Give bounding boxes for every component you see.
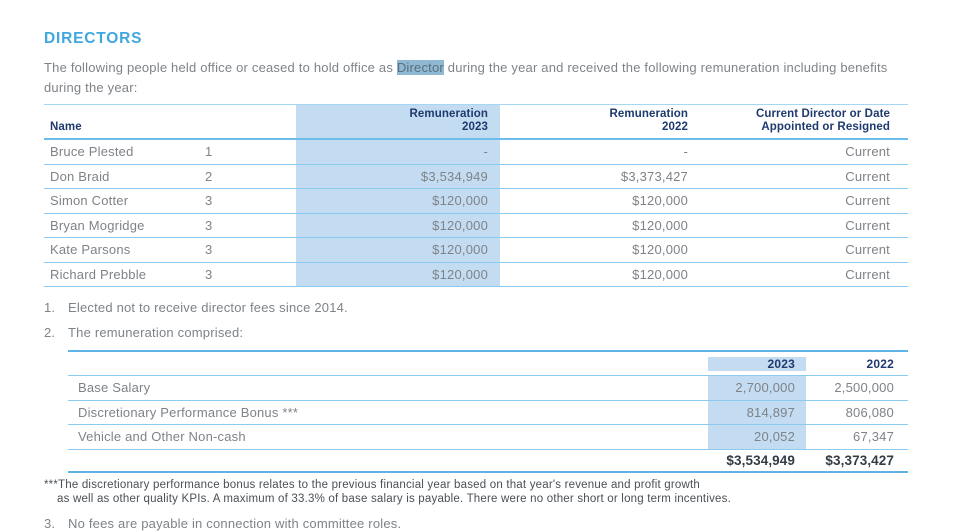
remuneration-2022-value: -: [683, 144, 688, 160]
director-name: Richard Prebble: [50, 266, 147, 282]
remuneration-2022-value: $3,373,427: [620, 168, 688, 184]
note-text: Elected not to receive director fees sin…: [68, 300, 348, 315]
note-ref: 3: [205, 193, 213, 209]
director-name: Bryan Mogridge: [50, 217, 145, 233]
director-name: Simon Cotter: [50, 193, 129, 209]
note-text: The remuneration comprised:: [68, 325, 244, 340]
totals-row: $3,534,949 $3,373,427: [68, 450, 908, 473]
header-year-2022: 2022: [866, 356, 894, 371]
note-number: 1.: [44, 300, 56, 315]
detail-2022-value: 806,080: [845, 404, 894, 420]
remuneration-2023-value: $120,000: [296, 238, 500, 262]
header-current-director: Current Director or Date Appointed or Re…: [755, 108, 890, 133]
detail-2023-value: 20,052: [708, 425, 806, 449]
remuneration-2022-value: $120,000: [632, 193, 688, 209]
detail-label: Base Salary: [78, 380, 151, 396]
remuneration-detail-table: 2023 2022 Base Salary 2,700,000 2,500,00…: [68, 350, 908, 473]
remuneration-2022-value: $120,000: [632, 217, 688, 233]
director-status: Current: [845, 266, 890, 282]
table-row: Kate Parsons 3 $120,000 $120,000 Current: [44, 238, 908, 263]
detail-2022-value: 2,500,000: [834, 380, 894, 396]
directors-table: Name Remuneration 2023 Remuneration 2022…: [44, 104, 908, 287]
director-status: Current: [845, 144, 890, 160]
note-text: No fees are payable in connection with c…: [68, 515, 402, 531]
director-name: Don Braid: [50, 168, 110, 184]
director-status: Current: [845, 217, 890, 233]
director-status: Current: [845, 193, 890, 209]
director-name: Kate Parsons: [50, 242, 131, 258]
header-remuneration-2023: Remuneration 2023: [296, 105, 500, 138]
header-note-ref: [200, 105, 296, 138]
header-year-2023: 2023: [708, 356, 806, 371]
remuneration-2023-value: $120,000: [296, 189, 500, 213]
total-2022: $3,373,427: [825, 452, 894, 468]
intro-text-before: The following people held office or ceas…: [44, 60, 397, 75]
director-status: Current: [845, 242, 890, 258]
director-status: Current: [845, 168, 890, 184]
remuneration-2023-value: -: [296, 140, 500, 164]
detail-2023-value: 2,700,000: [708, 376, 806, 400]
note-item-1: 1. Elected not to receive director fees …: [44, 300, 908, 316]
total-2023: $3,534,949: [726, 452, 795, 468]
detail-label: Vehicle and Other Non-cash: [78, 429, 246, 445]
table-row: Don Braid 2 $3,534,949 $3,373,427 Curren…: [44, 164, 908, 189]
note-ref: 2: [205, 168, 213, 184]
page-title: DIRECTORS: [44, 30, 143, 47]
search-highlighted-word: Director: [396, 60, 444, 75]
note-ref: 1: [205, 144, 213, 160]
note-number: 2.: [44, 325, 56, 340]
notes-list: 1. Elected not to receive director fees …: [44, 300, 908, 341]
detail-2022-value: 67,347: [853, 429, 894, 445]
bonus-footnote: ***The discretionary performance bonus r…: [44, 478, 731, 506]
note-ref: 3: [205, 217, 213, 233]
table-row: Vehicle and Other Non-cash 20,052 67,347: [68, 425, 908, 450]
note-item-2: 2. The remuneration comprised:: [44, 325, 908, 341]
header-remuneration-2022: Remuneration 2022: [609, 108, 688, 133]
detail-header-row: 2023 2022: [68, 352, 908, 376]
directors-table-header-row: Name Remuneration 2023 Remuneration 2022…: [44, 105, 908, 140]
table-row: Simon Cotter 3 $120,000 $120,000 Current: [44, 189, 908, 214]
note-number: 3.: [44, 515, 56, 531]
remuneration-2022-value: $120,000: [632, 266, 688, 282]
intro-paragraph: The following people held office or ceas…: [44, 58, 908, 97]
note-ref: 3: [205, 266, 213, 282]
intro-text-after: during the year and received the followi…: [44, 60, 888, 95]
table-row: Base Salary 2,700,000 2,500,000: [68, 376, 908, 401]
note-item-3: 3. No fees are payable in connection wit…: [44, 516, 908, 532]
remuneration-2023-value: $3,534,949: [296, 164, 500, 188]
table-row: Discretionary Performance Bonus *** 814,…: [68, 400, 908, 425]
header-name: Name: [50, 121, 82, 133]
director-name: Bruce Plested: [50, 144, 134, 160]
detail-label: Discretionary Performance Bonus ***: [78, 404, 299, 420]
table-row: Richard Prebble 3 $120,000 $120,000 Curr…: [44, 262, 908, 287]
table-row: Bruce Plested 1 - - Current: [44, 140, 908, 165]
note-ref: 3: [205, 242, 213, 258]
remuneration-2022-value: $120,000: [632, 242, 688, 258]
remuneration-2023-value: $120,000: [296, 262, 500, 286]
detail-2023-value: 814,897: [708, 400, 806, 424]
remuneration-2023-value: $120,000: [296, 213, 500, 237]
table-row: Bryan Mogridge 3 $120,000 $120,000 Curre…: [44, 213, 908, 238]
